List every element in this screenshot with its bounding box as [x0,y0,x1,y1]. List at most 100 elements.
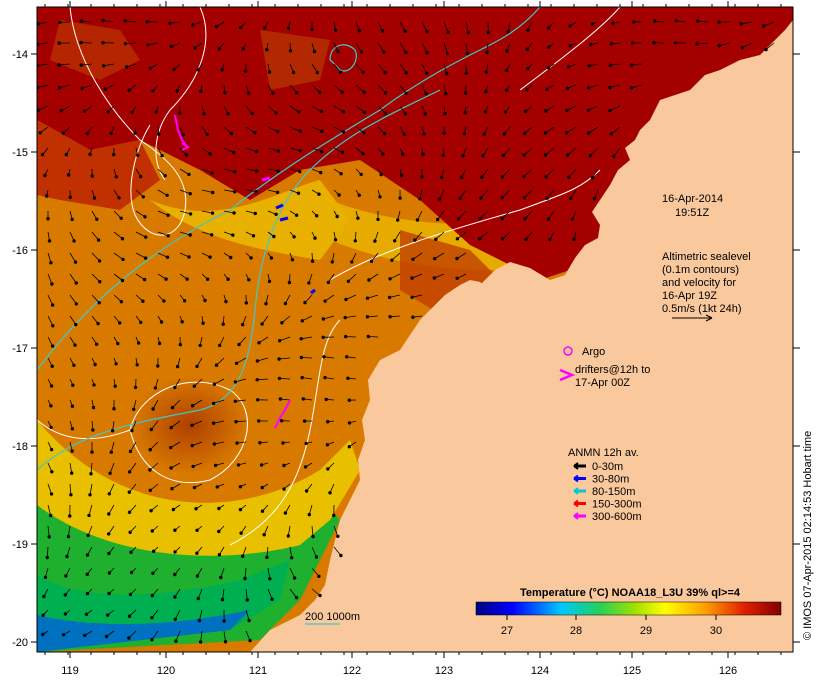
velocity-arrow-head [323,375,327,380]
velocity-arrow-head [587,64,591,68]
anmn-legend-item: 300-600m [573,511,642,523]
velocity-arrow-head [588,154,592,158]
velocity-arrow-head [196,596,201,601]
velocity-arrow-head [173,572,177,577]
velocity-arrow-head [399,173,404,178]
velocity-arrow [192,441,203,446]
velocity-arrow [81,63,93,66]
velocity-arrow [170,441,181,448]
velocity-arrow-head [150,638,154,642]
colorbar: Temperature (°C) NOAA18_L3U 39% ql>=4 27… [475,587,782,637]
velocity-arrow [257,378,269,381]
velocity-arrow-head [170,406,175,410]
velocity-arrow-head [173,385,177,390]
velocity-arrow [179,210,191,215]
velocity-arrow-head [565,131,569,135]
velocity-arrow-head [609,132,614,136]
velocity-arrow-head [388,277,392,281]
velocity-arrow [103,63,115,67]
velocity-arrow-head [198,640,203,644]
velocity-arrow-head [320,129,324,133]
velocity-arrow-head [330,260,334,264]
velocity-arrow-head [282,463,286,468]
velocity-arrow-head [350,260,354,264]
velocity-arrow-head [107,551,111,556]
velocity-arrow-head [274,212,278,217]
velocity-arrow-head [321,317,326,321]
velocity-arrow-head [446,30,450,34]
velocity-arrow-head [148,448,152,452]
velocity-arrow-head [133,131,137,135]
velocity-arrow-head [107,571,112,575]
velocity-arrow [37,63,49,66]
velocity-arrow-head [142,277,147,282]
velocity-arrow-head [307,281,311,285]
velocity-arrow [47,483,52,495]
velocity-arrow-head [318,593,322,598]
velocity-arrow [214,378,225,385]
velocity-arrow-head [95,217,99,222]
velocity-arrow-head [94,342,99,346]
velocity-arrow-head [319,109,324,114]
velocity-arrow-head [70,471,74,475]
velocity-arrow [289,126,301,132]
velocity-arrow-head [210,233,214,237]
velocity-arrow [201,168,213,174]
velocity-arrow-head [466,30,471,35]
velocity-arrow-head [334,28,338,32]
velocity-arrow-head [190,423,194,427]
velocity-arrow-head [434,237,438,242]
x-tick-label: 125 [623,665,641,677]
velocity-arrow [763,21,775,27]
velocity-arrow-head [366,334,370,339]
velocity-arrow-head [166,234,170,238]
velocity-arrow-head [112,152,116,157]
velocity-arrow-head [357,193,361,197]
y-tick-label: -19 [12,539,28,551]
velocity-arrow [443,42,448,54]
velocity-arrow-head [402,132,406,136]
velocity-arrow-head [287,280,292,285]
velocity-arrow [324,294,335,302]
velocity-arrow-head [589,43,593,47]
velocity-arrow-head [286,26,291,30]
velocity-arrow-head [49,447,54,452]
velocity-arrow [301,336,313,340]
velocity-arrow-head [194,507,198,511]
map-plot-area [37,7,793,652]
velocity-arrow-head [49,404,53,408]
velocity-arrow-head [303,300,307,305]
velocity-arrow-head [299,355,304,360]
velocity-arrow [377,63,386,73]
velocity-arrow-head [212,382,217,386]
velocity-arrow-head [500,196,504,200]
velocity-arrow-head [445,71,449,76]
velocity-arrow [37,84,49,89]
velocity-arrow-head [234,361,239,365]
velocity-arrow-head [127,470,132,474]
velocity-arrow-head [313,236,317,240]
velocity-arrow-head [217,529,221,534]
velocity-arrow-head [255,169,259,173]
anmn-legend-item: 150-300m [573,499,642,511]
velocity-arrow-head [93,362,97,367]
velocity-arrow-head [51,324,55,328]
velocity-arrow-head [195,574,200,578]
velocity-arrow-head [323,299,327,303]
velocity-arrow-head [57,63,61,67]
velocity-arrow-head [79,63,83,67]
velocity-arrow-head [119,216,123,221]
velocity-arrow [149,462,159,471]
velocity-arrow-head [336,50,340,54]
velocity-arrow-head [280,321,284,325]
velocity-arrow [592,168,599,178]
velocity-arrow [545,126,555,134]
velocity-arrow-head [202,112,206,116]
velocity-arrow-head [133,385,138,390]
velocity-arrow-head [388,315,392,319]
velocity-arrow-head [150,593,155,598]
velocity-arrow [566,126,577,134]
velocity-arrow-head [64,152,69,157]
velocity-arrow-head [500,175,505,179]
drifters-label-line: drifters@12h to [575,364,650,376]
